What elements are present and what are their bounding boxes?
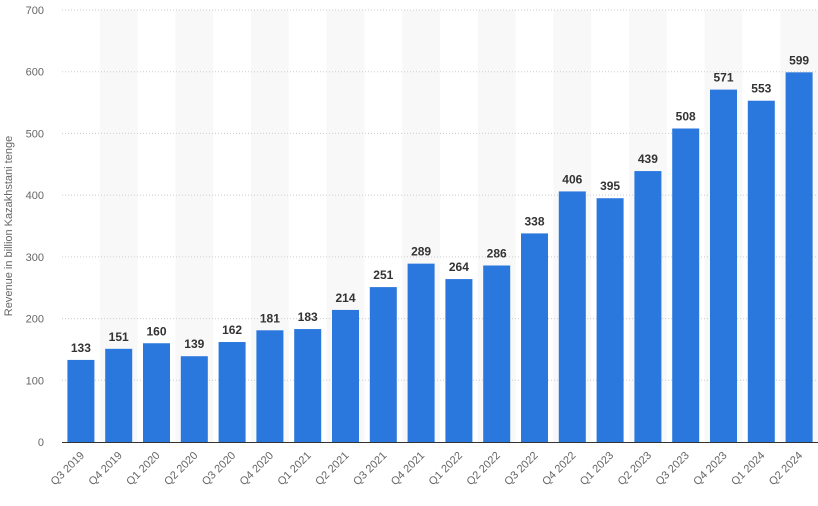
y-tick-label: 200 [26,314,44,326]
x-tick-label: Q4 2019 [86,450,124,488]
bar [596,198,624,442]
data-label: 508 [676,109,696,123]
data-label: 162 [222,323,242,337]
data-label: 395 [600,179,620,193]
x-tick-label: Q3 2022 [502,450,540,488]
bar [634,171,662,442]
x-tick-label: Q4 2023 [691,450,729,488]
data-label: 264 [449,260,469,274]
y-tick-label: 700 [26,5,44,17]
data-label: 286 [487,246,507,260]
x-tick-label: Q3 2019 [49,450,87,488]
bar [105,348,133,442]
data-label: 214 [335,291,355,305]
y-tick-label: 600 [26,67,44,79]
bar [558,191,586,442]
x-tick-label: Q3 2023 [653,450,691,488]
bar [332,309,359,442]
bar [294,329,322,442]
x-tick-label: Q4 2021 [389,450,427,488]
data-label: 251 [373,268,393,282]
data-label: 406 [562,172,582,186]
bar [747,100,775,442]
x-tick-label: Q2 2024 [767,450,805,488]
y-tick-label: 400 [26,190,44,202]
data-label: 151 [109,330,129,344]
x-tick-label: Q3 2021 [351,450,389,488]
x-tick-label: Q1 2023 [578,450,616,488]
bar [483,265,511,442]
x-tick-label: Q1 2021 [275,450,313,488]
y-tick-label: 0 [38,437,44,449]
bar [672,128,700,442]
y-axis-title: Revenue in billion Kazakhstani tenge [3,136,15,316]
data-label: 183 [298,310,318,324]
data-labels: 133 151 160 139 162 181 183 214 251 289 264 286 338 4… [71,53,810,355]
bar [407,263,435,442]
bar [785,72,813,443]
bar [710,89,737,443]
data-label: 439 [638,152,658,166]
x-tick-label: Q2 2021 [313,450,351,488]
data-label: 289 [411,245,431,259]
bar [369,287,397,442]
bar [256,330,284,442]
data-label: 599 [789,53,809,67]
bar [521,233,548,442]
data-label: 133 [71,341,91,355]
bars [67,72,813,443]
bar [218,342,246,442]
y-tick-label: 100 [26,375,44,387]
x-tick-label: Q2 2020 [162,450,200,488]
data-label: 160 [146,324,166,338]
x-tick-label: Q1 2024 [729,450,767,488]
x-tick-label: Q1 2020 [124,450,162,488]
x-tick-label: Q4 2022 [540,450,578,488]
x-tick-label: Q4 2020 [238,450,276,488]
data-label: 139 [184,337,204,351]
y-axis-ticks: 0 100 200 300 400 500 600 700 [26,5,44,449]
bar [445,279,473,442]
data-label: 571 [713,71,733,85]
y-tick-label: 500 [26,128,44,140]
x-axis-ticks: Q3 2019 Q4 2019 Q1 2020 Q2 2020 Q3 2020 Q4 20… [49,450,806,488]
data-label: 181 [260,311,280,325]
bar [67,359,95,442]
x-tick-label: Q3 2020 [200,450,238,488]
y-tick-label: 300 [26,252,44,264]
bar [143,343,170,442]
data-label: 553 [751,82,771,96]
x-tick-label: Q2 2022 [464,450,502,488]
x-tick-label: Q1 2022 [427,450,465,488]
data-label: 338 [524,214,544,228]
bar [180,356,208,442]
x-tick-label: Q2 2023 [616,450,654,488]
